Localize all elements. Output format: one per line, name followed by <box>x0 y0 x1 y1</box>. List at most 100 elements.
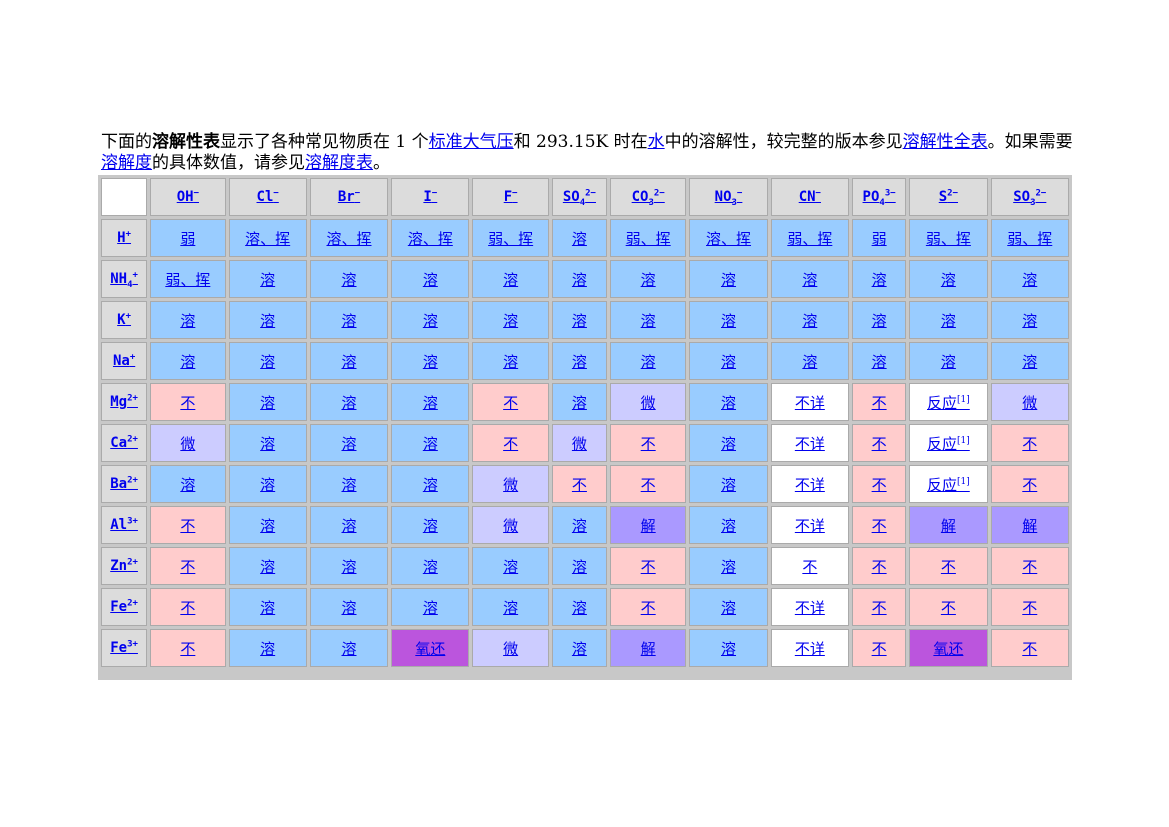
solubility-value-link[interactable]: 不 <box>180 557 196 576</box>
solubility-value-link[interactable]: 不 <box>180 516 196 535</box>
solubility-value-link[interactable]: 弱、挥 <box>1007 229 1053 248</box>
solubility-value-link[interactable]: 溶 <box>422 598 438 617</box>
solubility-value-link[interactable]: 溶 <box>180 475 196 494</box>
solubility-value-link[interactable]: 溶 <box>571 352 587 371</box>
solubility-value-link[interactable]: 不详 <box>794 516 825 535</box>
solubility-value-link[interactable]: 溶 <box>422 311 438 330</box>
solubility-value-link[interactable]: 不 <box>871 557 887 576</box>
solubility-value-link[interactable]: 溶 <box>260 557 276 576</box>
solubility-value-link[interactable]: 溶 <box>721 557 737 576</box>
cation-link[interactable]: Na+ <box>113 353 135 369</box>
solubility-value-link[interactable]: 氧还 <box>415 639 446 658</box>
solubility-value-link[interactable]: 溶 <box>871 270 887 289</box>
solubility-value-link[interactable]: 溶 <box>721 352 737 371</box>
solubility-value-link[interactable]: 不 <box>180 639 196 658</box>
solubility-value-link[interactable]: 弱 <box>871 229 887 248</box>
solubility-value-link[interactable]: 溶、挥 <box>326 229 372 248</box>
solubility-value-link[interactable]: 溶 <box>503 270 519 289</box>
solubility-value-link[interactable]: 不详 <box>794 639 825 658</box>
solubility-value-link[interactable]: 不 <box>640 434 656 453</box>
solubility-value-link[interactable]: 微 <box>503 639 519 658</box>
solubility-value-link[interactable]: 溶 <box>571 598 587 617</box>
solubility-value-link[interactable]: 溶 <box>422 434 438 453</box>
solubility-value-link[interactable]: 溶 <box>571 270 587 289</box>
link-water[interactable]: 水 <box>647 132 665 152</box>
anion-link[interactable]: CO32− <box>632 189 665 207</box>
solubility-value-link[interactable]: 溶 <box>422 352 438 371</box>
solubility-value-link[interactable]: 溶 <box>260 311 276 330</box>
solubility-value-link[interactable]: 弱、挥 <box>488 229 534 248</box>
solubility-value-link[interactable]: 溶 <box>571 393 587 412</box>
solubility-value-link[interactable]: 微 <box>571 434 587 453</box>
solubility-value-link[interactable]: 溶 <box>260 434 276 453</box>
solubility-value-link[interactable]: 不 <box>640 557 656 576</box>
solubility-value-link[interactable]: 弱、挥 <box>165 270 211 289</box>
solubility-value-link[interactable]: 溶 <box>341 516 357 535</box>
solubility-value-link[interactable]: 溶 <box>341 352 357 371</box>
solubility-value-link[interactable]: 不 <box>180 598 196 617</box>
solubility-value-link[interactable]: 溶 <box>341 434 357 453</box>
solubility-value-link[interactable]: 不 <box>180 393 196 412</box>
solubility-value-link[interactable]: 不 <box>871 475 887 494</box>
solubility-value-link[interactable]: 反应[1] <box>927 394 970 412</box>
solubility-value-link[interactable]: 溶 <box>721 393 737 412</box>
solubility-value-link[interactable]: 不详 <box>794 434 825 453</box>
solubility-value-link[interactable]: 溶 <box>721 475 737 494</box>
solubility-value-link[interactable]: 溶 <box>341 475 357 494</box>
solubility-value-link[interactable]: 溶、挥 <box>407 229 453 248</box>
solubility-value-link[interactable]: 溶 <box>422 475 438 494</box>
solubility-value-link[interactable]: 不 <box>871 393 887 412</box>
solubility-value-link[interactable]: 溶 <box>260 393 276 412</box>
solubility-value-link[interactable]: 弱 <box>180 229 196 248</box>
solubility-value-link[interactable]: 不 <box>1022 639 1038 658</box>
solubility-value-link[interactable]: 溶 <box>341 270 357 289</box>
solubility-value-link[interactable]: 不 <box>940 557 956 576</box>
solubility-value-link[interactable]: 溶 <box>721 639 737 658</box>
anion-link[interactable]: CN− <box>799 189 821 205</box>
solubility-value-link[interactable]: 溶 <box>341 557 357 576</box>
solubility-value-link[interactable]: 溶 <box>260 598 276 617</box>
solubility-value-link[interactable]: 不 <box>1022 434 1038 453</box>
anion-link[interactable]: OH− <box>177 189 199 205</box>
solubility-value-link[interactable]: 溶 <box>640 311 656 330</box>
cation-link[interactable]: Al3+ <box>110 517 138 533</box>
solubility-value-link[interactable]: 不 <box>1022 598 1038 617</box>
solubility-value-link[interactable]: 不 <box>871 639 887 658</box>
anion-link[interactable]: Br− <box>338 189 360 205</box>
link-standard-atmosphere[interactable]: 标准大气压 <box>428 132 514 152</box>
anion-link[interactable]: I− <box>423 189 437 205</box>
solubility-value-link[interactable]: 溶 <box>640 352 656 371</box>
solubility-value-link[interactable]: 弱、挥 <box>787 229 833 248</box>
solubility-value-link[interactable]: 不 <box>940 598 956 617</box>
solubility-value-link[interactable]: 溶 <box>260 475 276 494</box>
solubility-value-link[interactable]: 不 <box>802 557 818 576</box>
cation-link[interactable]: K+ <box>117 312 131 328</box>
cation-link[interactable]: Zn2+ <box>110 558 138 574</box>
solubility-value-link[interactable]: 溶 <box>571 516 587 535</box>
solubility-value-link[interactable]: 溶 <box>341 598 357 617</box>
solubility-value-link[interactable]: 不 <box>571 475 587 494</box>
solubility-value-link[interactable]: 溶 <box>260 516 276 535</box>
solubility-value-link[interactable]: 不详 <box>794 393 825 412</box>
link-solubility[interactable]: 溶解度 <box>101 153 152 173</box>
solubility-value-link[interactable]: 溶 <box>180 311 196 330</box>
solubility-value-link[interactable]: 解 <box>1022 516 1038 535</box>
solubility-value-link[interactable]: 微 <box>503 475 519 494</box>
cation-link[interactable]: Ca2+ <box>110 435 138 451</box>
solubility-value-link[interactable]: 溶 <box>721 270 737 289</box>
solubility-value-link[interactable]: 溶 <box>940 270 956 289</box>
solubility-value-link[interactable]: 弱、挥 <box>925 229 971 248</box>
solubility-value-link[interactable]: 溶 <box>260 639 276 658</box>
solubility-value-link[interactable]: 溶 <box>802 352 818 371</box>
solubility-value-link[interactable]: 溶 <box>871 311 887 330</box>
link-full-solubility-table[interactable]: 溶解性全表 <box>902 132 988 152</box>
cation-link[interactable]: H+ <box>117 230 131 246</box>
solubility-value-link[interactable]: 溶 <box>503 311 519 330</box>
solubility-value-link[interactable]: 溶 <box>422 270 438 289</box>
solubility-value-link[interactable]: 溶、挥 <box>706 229 752 248</box>
solubility-value-link[interactable]: 溶 <box>341 311 357 330</box>
solubility-value-link[interactable]: 溶 <box>721 516 737 535</box>
solubility-value-link[interactable]: 不 <box>640 475 656 494</box>
solubility-value-link[interactable]: 溶 <box>940 311 956 330</box>
anion-link[interactable]: PO43− <box>863 189 896 207</box>
